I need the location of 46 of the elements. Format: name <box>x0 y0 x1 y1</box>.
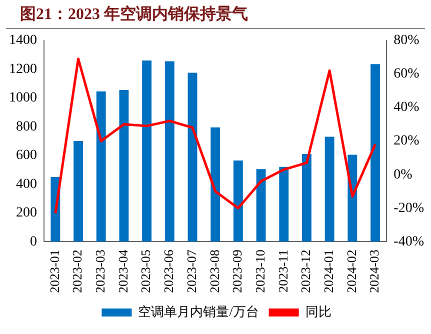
y2-tick-label: 60% <box>394 66 420 82</box>
x-tick-label: 2023-10 <box>252 250 268 294</box>
y2-tick-label: 20% <box>394 134 420 149</box>
bar <box>324 136 334 242</box>
bar <box>210 127 220 242</box>
y2-tick-label: 0% <box>394 167 413 182</box>
x-tick-label: 2023-02 <box>70 250 85 294</box>
x-tick-label: 2024-03 <box>366 250 382 294</box>
y-tick-label: 600 <box>16 148 37 164</box>
y-tick-label: 400 <box>16 176 37 192</box>
x-tick-label: 2024-01 <box>320 250 336 294</box>
bar <box>256 169 266 242</box>
bar <box>370 64 380 242</box>
bar <box>279 166 289 242</box>
x-tick-label: 2023-01 <box>46 250 62 294</box>
y-tick-label: 0 <box>30 234 37 250</box>
y-tick-label: 1400 <box>9 33 37 48</box>
bar <box>233 160 243 242</box>
x-tick-label: 2023-06 <box>161 249 176 294</box>
y2-tick-label: -40% <box>394 234 424 250</box>
bar <box>164 61 174 242</box>
x-tick-label: 2023-04 <box>115 249 130 294</box>
bar <box>188 72 198 242</box>
bar <box>142 60 152 242</box>
x-tick-label: 2023-11 <box>275 250 290 293</box>
x-tick-label: 2023-03 <box>92 250 108 294</box>
x-tick-label: 2023-05 <box>138 250 154 294</box>
legend-label: 同比 <box>305 304 332 319</box>
y-tick-label: 1000 <box>9 90 37 106</box>
y-tick-label: 800 <box>16 119 37 134</box>
chart-title: 图21：2023 年空调内销保持景气 <box>6 0 425 29</box>
y2-tick-label: 40% <box>394 100 420 116</box>
bar <box>302 154 312 242</box>
y2-tick-label: 80% <box>394 33 420 48</box>
x-tick-label: 2023-08 <box>206 250 222 294</box>
y-tick-label: 1200 <box>9 62 37 77</box>
x-tick-label: 2023-12 <box>298 250 314 294</box>
legend-label: 空调单月内销量/万台 <box>138 304 259 319</box>
bar <box>119 90 129 242</box>
x-tick-label: 2023-07 <box>184 249 199 294</box>
x-tick-label: 2024-02 <box>344 250 359 294</box>
x-tick-label: 2023-09 <box>230 250 245 294</box>
y-tick-label: 200 <box>16 206 37 221</box>
bar <box>74 141 83 242</box>
bar <box>96 91 106 242</box>
y2-tick-label: -20% <box>394 200 424 216</box>
